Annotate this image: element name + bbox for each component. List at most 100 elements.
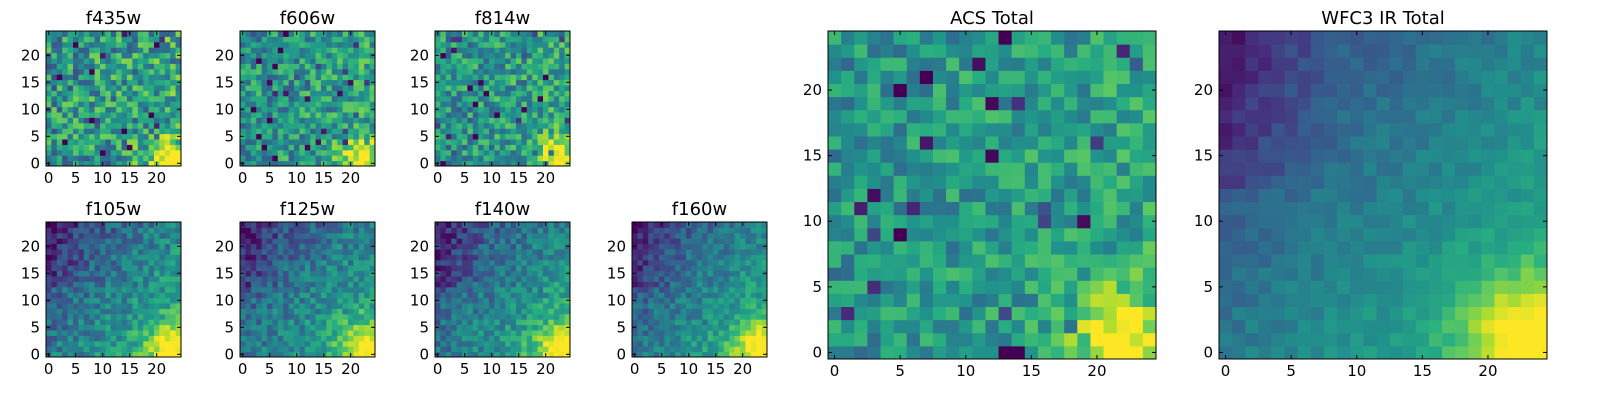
- heatmap-cell: [256, 335, 263, 342]
- heatmap-cell: [283, 63, 290, 70]
- heatmap-cell: [245, 238, 252, 245]
- heatmap-cell: [337, 254, 344, 261]
- heatmap-cell: [642, 313, 649, 320]
- heatmap-cell: [164, 340, 171, 347]
- heatmap-cell: [906, 319, 921, 334]
- y-tick-label: 15: [215, 73, 234, 91]
- heatmap-cell: [250, 74, 257, 81]
- heatmap-cell: [478, 276, 485, 282]
- heatmap-cell: [972, 345, 986, 360]
- heatmap-cell: [348, 324, 354, 331]
- heatmap-cell: [51, 238, 58, 245]
- heatmap-cell: [494, 292, 501, 299]
- heatmap-cell: [632, 281, 638, 288]
- heatmap-cell: [283, 139, 290, 145]
- heatmap-cell: [505, 144, 512, 151]
- heatmap-cell: [680, 351, 687, 358]
- heatmap-cell: [559, 58, 566, 64]
- y-tick-label: 0: [616, 345, 626, 363]
- heatmap-cell: [472, 90, 479, 97]
- heatmap-cell: [326, 52, 333, 59]
- heatmap-cell: [137, 160, 144, 167]
- y-tick-label: 5: [419, 318, 429, 336]
- heatmap-cell: [250, 286, 257, 293]
- heatmap-cell: [342, 144, 349, 151]
- heatmap-cell: [127, 139, 133, 145]
- heatmap-cell: [675, 335, 682, 342]
- heatmap-cell: [729, 254, 736, 261]
- heatmap-cell: [294, 112, 300, 118]
- heatmap-cell: [337, 85, 344, 91]
- heatmap-cell: [696, 308, 703, 315]
- heatmap-cell: [467, 149, 474, 156]
- heatmap-cell: [478, 90, 485, 97]
- heatmap-cell: [94, 330, 101, 336]
- y-tick-label: 10: [21, 291, 40, 309]
- heatmap-cell: [94, 58, 101, 64]
- heatmap-cell: [358, 112, 365, 118]
- heatmap-cell: [559, 340, 566, 347]
- heatmap-cell: [277, 112, 284, 118]
- heatmap-cell: [348, 313, 354, 320]
- heatmap-cell: [137, 58, 144, 64]
- heatmap-cell: [83, 41, 90, 48]
- heatmap-cell: [288, 149, 295, 156]
- heatmap-cell: [906, 162, 921, 176]
- heatmap-cell: [170, 139, 177, 145]
- heatmap-cell: [919, 280, 934, 294]
- heatmap-cell: [51, 243, 58, 250]
- heatmap-cell: [919, 149, 934, 163]
- heatmap-cell: [478, 243, 485, 250]
- heatmap-cell: [331, 313, 338, 320]
- heatmap-cell: [342, 155, 349, 162]
- heatmap-cell: [51, 122, 58, 129]
- heatmap-cell: [489, 74, 495, 81]
- heatmap-cell: [648, 319, 655, 326]
- heatmap-cell: [56, 319, 63, 326]
- heatmap-cell: [132, 254, 139, 261]
- heatmap-cell: [369, 122, 376, 129]
- heatmap-cell: [559, 292, 566, 299]
- heatmap-cell: [89, 122, 96, 129]
- heatmap-cell: [256, 330, 263, 336]
- heatmap-cell: [1103, 227, 1118, 242]
- heatmap-cell: [326, 308, 333, 315]
- heatmap-cell: [494, 133, 501, 140]
- heatmap-cell: [494, 286, 501, 293]
- heatmap-cell: [348, 335, 354, 342]
- heatmap-cell: [472, 319, 479, 326]
- heatmap-cell: [137, 335, 144, 342]
- heatmap-cell: [132, 122, 139, 129]
- heatmap-cell: [841, 267, 855, 281]
- heatmap-cell: [326, 227, 333, 234]
- heatmap-cell: [256, 41, 263, 48]
- heatmap-cell: [472, 117, 479, 124]
- heatmap-cell: [467, 297, 474, 304]
- heatmap-cell: [315, 155, 322, 162]
- heatmap-cell: [467, 249, 474, 255]
- heatmap-cell: [740, 265, 746, 272]
- heatmap-cell: [310, 95, 317, 102]
- heatmap-cell: [358, 31, 365, 37]
- heatmap-cell: [321, 330, 327, 336]
- heatmap-cell: [1129, 214, 1144, 229]
- heatmap-cell: [564, 101, 571, 108]
- heatmap-cell: [116, 270, 123, 277]
- heatmap-cell: [110, 249, 117, 255]
- heatmap-cell: [245, 319, 252, 326]
- heatmap-cell: [83, 303, 90, 309]
- heatmap-cell: [89, 308, 96, 315]
- heatmap-cell: [543, 227, 549, 234]
- heatmap-cell: [46, 313, 52, 320]
- heatmap-cell: [686, 276, 692, 282]
- heatmap-cell: [440, 41, 447, 48]
- heatmap-cell: [972, 188, 986, 203]
- heatmap-cell: [489, 335, 495, 342]
- heatmap-cell: [472, 286, 479, 293]
- heatmap-cell: [364, 259, 371, 266]
- heatmap-cell: [526, 122, 533, 129]
- heatmap-cell: [154, 232, 160, 239]
- heatmap-cell: [553, 351, 560, 358]
- heatmap-cell: [326, 68, 333, 75]
- heatmap-cell: [867, 280, 881, 294]
